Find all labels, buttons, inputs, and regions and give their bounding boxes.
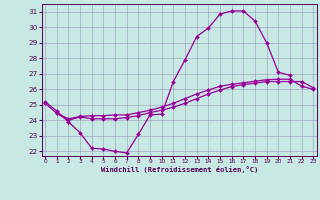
X-axis label: Windchill (Refroidissement éolien,°C): Windchill (Refroidissement éolien,°C) — [100, 166, 258, 173]
